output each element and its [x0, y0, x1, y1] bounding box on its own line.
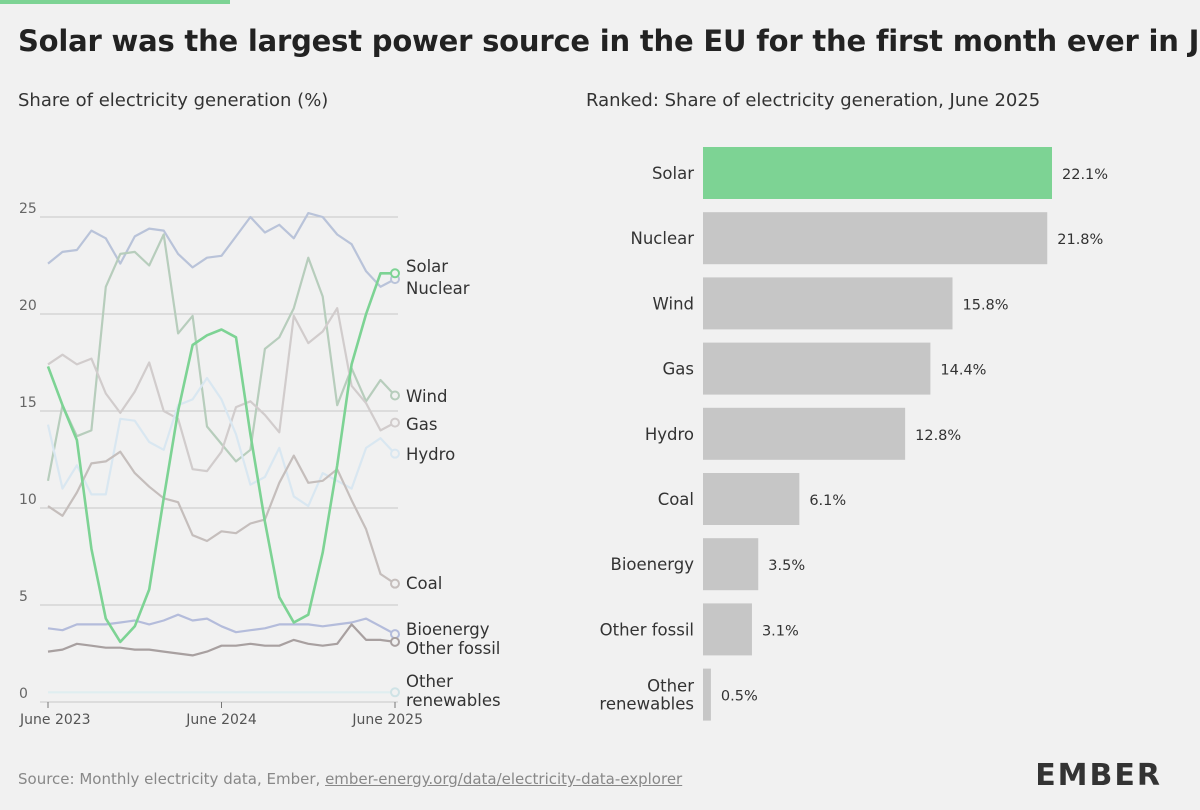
series-label-other-fossil: Other fossil	[406, 639, 500, 658]
bar-other-fossil	[703, 603, 752, 656]
source-link[interactable]: ember-energy.org/data/electricity-data-e…	[325, 770, 683, 788]
series-label-gas: Gas	[406, 415, 438, 434]
end-marker-solar	[390, 268, 400, 279]
series-label-wind: Wind	[406, 387, 447, 406]
series-line-solar	[46, 272, 395, 644]
end-marker-gas	[390, 417, 400, 428]
bar-category-label: Hydro	[645, 425, 694, 444]
bar-chart: 22.1% Solar 21.8% Nuclear 15.8% Wind 14.4% Gas 1…	[599, 147, 1108, 721]
line-chart-title: Share of electricity generation (%)	[18, 90, 329, 111]
bar-value-label: 22.1%	[1062, 167, 1108, 183]
x-tick-label: June 2024	[185, 712, 257, 728]
accent-bar	[0, 0, 230, 4]
y-tick-label: 15	[19, 395, 37, 411]
bar-hydro	[703, 407, 906, 460]
source-prefix: Source: Monthly electricity data, Ember,	[18, 770, 326, 788]
series-line-hydro	[46, 376, 396, 508]
series-line-gas	[47, 307, 396, 473]
series-line-other-fossil	[47, 623, 396, 657]
series-label-coal: Coal	[406, 574, 442, 593]
bar-solar	[703, 147, 1052, 199]
y-tick-label: 25	[19, 201, 37, 217]
series-label-bioenergy: Bioenergy	[406, 620, 490, 639]
bar-other-renewables	[703, 668, 711, 721]
series-line-wind	[46, 233, 396, 482]
y-tick-label: 20	[19, 298, 37, 314]
series-label-hydro: Hydro	[406, 445, 455, 464]
y-tick-label: 0	[19, 686, 28, 702]
bar-wind	[703, 277, 953, 330]
bar-category-label: Bioenergy	[611, 555, 695, 574]
bar-value-label: 3.1%	[762, 623, 799, 639]
y-tick-label: 10	[19, 492, 37, 508]
bar-value-label: 6.1%	[809, 493, 846, 509]
end-marker-other-fossil	[390, 636, 400, 647]
bar-category-label: Other renewables	[599, 677, 694, 714]
series-line-bioenergy	[47, 613, 396, 636]
line-chart: 0 5 10 15 20 25 June 2023 June 2024 June 2025 Sol…	[19, 201, 501, 728]
bar-value-label: 14.4%	[940, 363, 986, 379]
series-label-solar: Solar	[406, 257, 448, 276]
series-label-nuclear: Nuclear	[406, 279, 470, 298]
end-marker-other-renewables	[390, 687, 400, 698]
bar-value-label: 12.8%	[915, 428, 961, 444]
x-tick-label: June 2023	[19, 712, 91, 728]
x-tick-label: June 2025	[351, 712, 423, 728]
end-marker-wind	[390, 390, 400, 401]
y-tick-label: 5	[19, 589, 28, 605]
series-line-nuclear	[47, 212, 396, 288]
bar-coal	[703, 473, 800, 525]
series-label-other-renewables: Other renewables	[406, 672, 501, 710]
bar-category-label: Other fossil	[600, 620, 694, 639]
bar-category-label: Coal	[658, 490, 694, 509]
bar-bioenergy	[703, 538, 759, 591]
page-title: Solar was the largest power source in th…	[18, 24, 1200, 58]
bar-category-label: Solar	[652, 164, 694, 183]
bar-nuclear	[703, 212, 1048, 265]
bar-chart-title: Ranked: Share of electricity generation,…	[586, 90, 1041, 111]
bar-value-label: 15.8%	[963, 297, 1009, 313]
bar-category-label: Gas	[663, 360, 695, 379]
ember-logo: EMBER	[1035, 758, 1162, 793]
end-marker-coal	[390, 578, 400, 589]
bar-gas	[703, 342, 931, 395]
bar-category-label: Nuclear	[630, 229, 694, 248]
end-marker-hydro	[390, 448, 400, 459]
source-note: Source: Monthly electricity data, Ember,…	[18, 770, 682, 788]
bar-value-label: 3.5%	[768, 558, 805, 574]
bar-value-label: 0.5%	[721, 689, 758, 705]
bar-category-label: Wind	[653, 294, 694, 313]
bar-value-label: 21.8%	[1057, 232, 1103, 248]
